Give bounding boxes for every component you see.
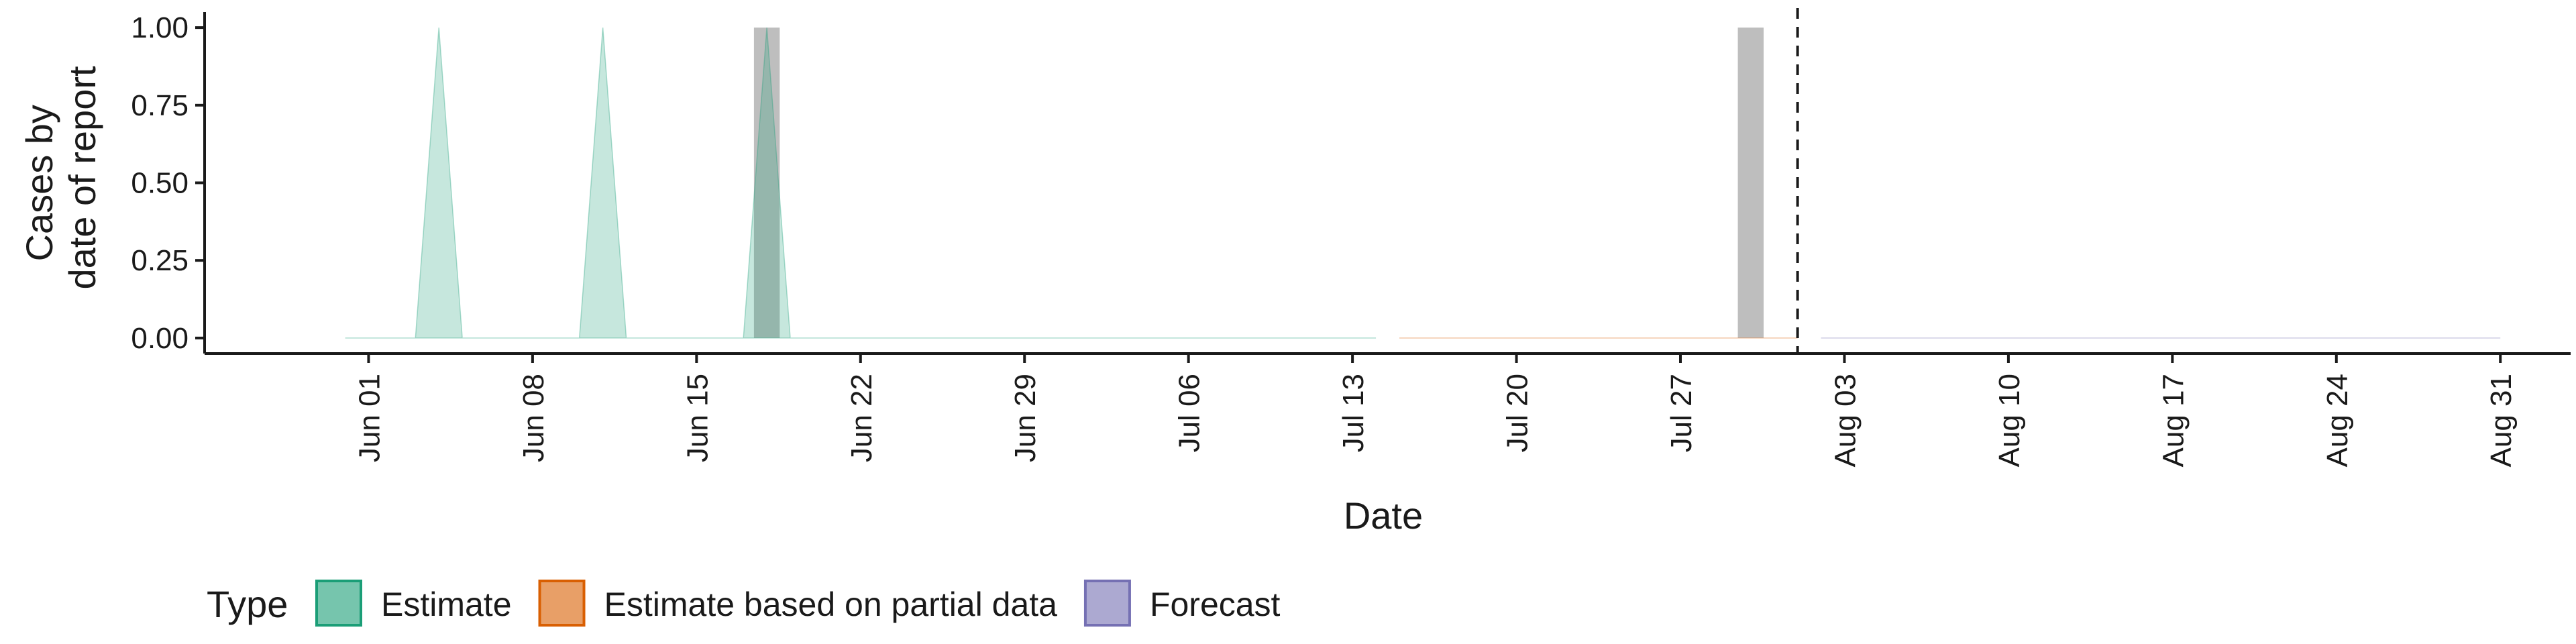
y-axis-title-line-1: Cases by — [18, 105, 60, 261]
legend-label-forecast: Forecast — [1150, 586, 1281, 623]
x-tick-label: Jun 01 — [353, 374, 386, 462]
y-tick-label: 0.00 — [131, 322, 189, 355]
x-tick-label: Aug 24 — [2321, 374, 2354, 467]
x-tick-label: Aug 31 — [2485, 374, 2518, 467]
legend: Type Estimate Estimate based on partial d… — [207, 580, 1281, 627]
x-axis-title: Date — [1344, 494, 1423, 537]
y-axis-title: Cases by date of report — [18, 66, 103, 290]
x-tick-label: Jul 27 — [1665, 374, 1698, 452]
observed-bars — [753, 28, 1764, 338]
y-tick-label: 0.25 — [131, 244, 189, 277]
legend-label-estimate: Estimate — [381, 586, 512, 623]
y-tick-label: 0.75 — [131, 89, 189, 122]
y-tick-label: 0.50 — [131, 167, 189, 200]
x-tick-label: Jun 15 — [681, 374, 714, 462]
observed-bar-2 — [1737, 28, 1764, 338]
ribbon-estimate — [345, 28, 1377, 339]
x-tick-label: Aug 10 — [1993, 374, 2026, 467]
legend-key-partial — [538, 580, 586, 627]
legend-title: Type — [207, 583, 288, 625]
y-axis-title-line-2: date of report — [61, 66, 103, 290]
x-tick-label: Jul 06 — [1173, 374, 1206, 452]
observed-bar-1 — [753, 28, 780, 338]
x-tick-label: Jun 08 — [517, 374, 550, 462]
x-axis-ticks: Jun 01 Jun 08 Jun 15 Jun 22 Jun 29 Jul 06 Jul … — [353, 354, 2518, 467]
ribbons — [345, 28, 2501, 339]
axis-titles: Date Cases by date of report — [18, 66, 1423, 537]
x-tick-label: Jun 29 — [1009, 374, 1042, 462]
legend-label-partial: Estimate based on partial data — [604, 586, 1058, 623]
x-tick-label: Jul 13 — [1337, 374, 1370, 452]
y-axis-ticks: 0.00 0.25 0.50 0.75 1.00 — [131, 11, 205, 355]
legend-key-forecast — [1083, 580, 1131, 627]
y-tick-label: 1.00 — [131, 11, 189, 44]
x-tick-label: Jul 20 — [1501, 374, 1534, 452]
x-tick-label: Aug 17 — [2157, 374, 2190, 467]
x-tick-label: Aug 03 — [1829, 374, 1862, 467]
legend-key-estimate — [315, 580, 362, 627]
x-tick-label: Jun 22 — [845, 374, 878, 462]
axes — [203, 12, 2571, 355]
